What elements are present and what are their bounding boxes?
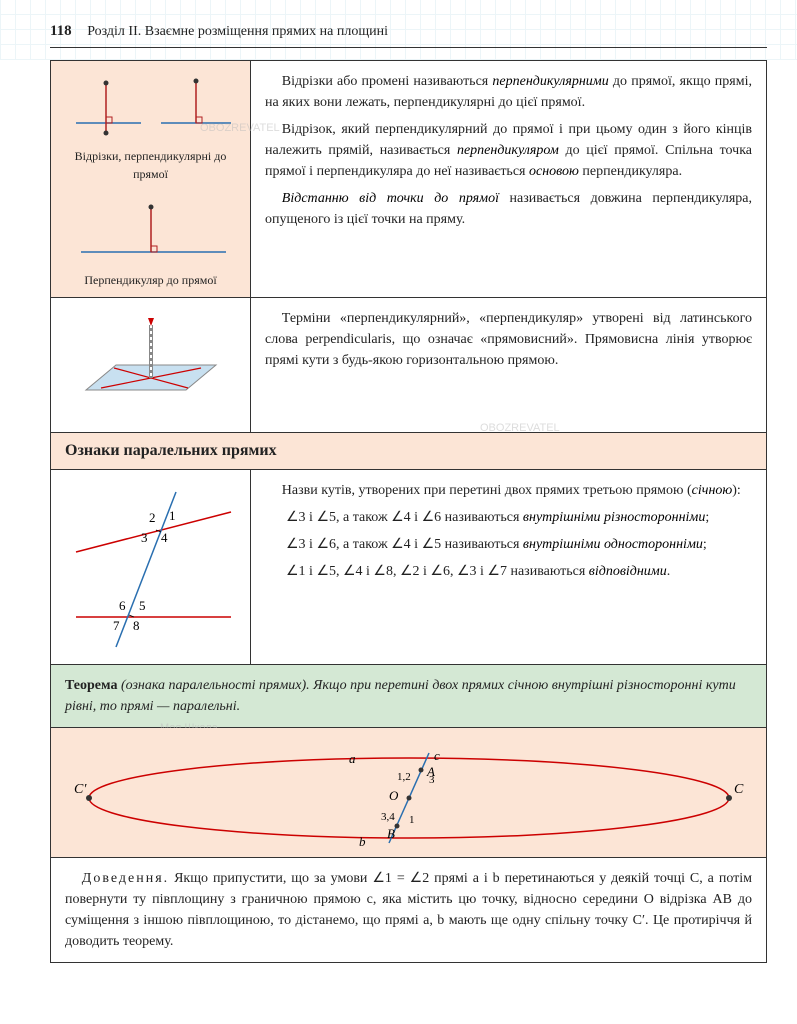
row-perpendicular: Відрізки, перпендикулярні до прямої Перп… bbox=[51, 61, 766, 298]
svg-text:3: 3 bbox=[141, 530, 148, 545]
svg-text:6: 6 bbox=[119, 598, 126, 613]
row-angle-names: 1 2 3 4 5 6 7 8 Назви кутів, утворених п… bbox=[51, 470, 766, 665]
svg-text:7: 7 bbox=[113, 618, 120, 633]
figure-cell-angles: 1 2 3 4 5 6 7 8 bbox=[51, 470, 251, 664]
proof-text: Доведення. Якщо припустити, що за умови … bbox=[65, 868, 752, 952]
ellipse-figure-box: C′ C a b c A B O 1,2 3 3,4 1 bbox=[51, 728, 766, 858]
angle-line-2: ∠3 і ∠6, а також ∠4 і ∠5 називаються вну… bbox=[286, 534, 752, 555]
proof-box: Доведення. Якщо припустити, що за умови … bbox=[51, 858, 766, 962]
svg-text:a: a bbox=[349, 751, 356, 766]
transversal-figure: 1 2 3 4 5 6 7 8 bbox=[61, 482, 241, 652]
row-etymology: Терміни «перпендикулярний», «перпендикул… bbox=[51, 298, 766, 433]
figure1-caption: Відрізки, перпендикулярні до прямої bbox=[59, 147, 242, 183]
perpendicular-segments-figure bbox=[66, 73, 236, 143]
def-para-2: Відрізок, який перпендикулярний до прямо… bbox=[265, 119, 752, 182]
svg-text:2: 2 bbox=[149, 510, 156, 525]
main-content-box: Відрізки, перпендикулярні до прямої Перп… bbox=[50, 60, 767, 963]
plumb-figure bbox=[66, 310, 236, 420]
figure2-caption: Перпендикуляр до прямої bbox=[59, 271, 242, 289]
angle-names-text: Назви кутів, утворених при перетині двох… bbox=[251, 470, 766, 664]
svg-text:5: 5 bbox=[139, 598, 146, 613]
svg-text:1: 1 bbox=[169, 508, 176, 523]
svg-text:4: 4 bbox=[161, 530, 168, 545]
theorem-label: Теорема bbox=[65, 678, 117, 693]
definitions-text: Відрізки або промені називаються перпенд… bbox=[251, 61, 766, 297]
chapter-title: Розділ ІІ. Взаємне розміщення прямих на … bbox=[87, 24, 388, 39]
svg-text:1,2: 1,2 bbox=[397, 771, 411, 783]
def-para-3: Відстанню від точки до прямої називаєтьс… bbox=[265, 188, 752, 230]
svg-text:c: c bbox=[434, 748, 440, 763]
def-para-1: Відрізки або промені називаються перпенд… bbox=[265, 71, 752, 113]
svg-text:8: 8 bbox=[133, 618, 140, 633]
page: OBOZREVATEL OBOZREVATEL Моя Школа 118 Ро… bbox=[0, 0, 797, 1024]
page-number: 118 bbox=[50, 20, 72, 43]
figure-cell-1: Відрізки, перпендикулярні до прямої Перп… bbox=[51, 61, 251, 297]
page-header: 118 Розділ ІІ. Взаємне розміщення прямих… bbox=[50, 20, 767, 48]
svg-text:O: O bbox=[389, 788, 399, 803]
svg-text:C: C bbox=[734, 782, 744, 797]
perpendicular-to-line-figure bbox=[66, 197, 236, 267]
svg-text:C′: C′ bbox=[74, 782, 87, 797]
svg-text:B: B bbox=[387, 826, 395, 841]
figure-cell-plumb bbox=[51, 298, 251, 432]
svg-text:b: b bbox=[359, 834, 366, 849]
svg-text:1: 1 bbox=[409, 814, 415, 826]
svg-text:3: 3 bbox=[429, 774, 435, 786]
theorem-box: Теорема (ознака паралельності прямих). Я… bbox=[51, 665, 766, 728]
ellipse-figure: C′ C a b c A B O 1,2 3 3,4 1 bbox=[69, 738, 749, 858]
etymology-text: Терміни «перпендикулярний», «перпендикул… bbox=[251, 298, 766, 432]
theorem-paren: (ознака паралельності прямих) bbox=[121, 678, 306, 693]
proof-label: Доведення. bbox=[82, 871, 169, 886]
angle-line-1: ∠3 і ∠5, а також ∠4 і ∠6 називаються вну… bbox=[286, 507, 752, 528]
angle-intro: Назви кутів, утворених при перетині двох… bbox=[265, 480, 752, 501]
section-heading: Ознаки паралельних прямих bbox=[51, 433, 766, 470]
angle-line-3: ∠1 і ∠5, ∠4 і ∠8, ∠2 і ∠6, ∠3 і ∠7 назив… bbox=[286, 561, 752, 582]
etymology-para: Терміни «перпендикулярний», «перпендикул… bbox=[265, 308, 752, 371]
svg-text:3,4: 3,4 bbox=[381, 811, 395, 823]
